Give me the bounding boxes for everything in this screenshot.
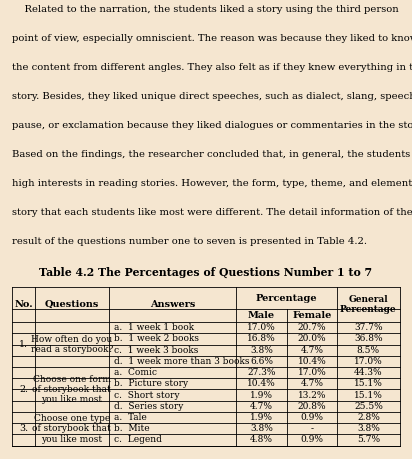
Text: 13.2%: 13.2% [297,391,326,399]
Text: 1.: 1. [19,340,28,349]
Text: 4.8%: 4.8% [250,436,273,444]
Text: 0.9%: 0.9% [300,413,323,422]
Text: 17.0%: 17.0% [297,368,326,377]
Text: 0.9%: 0.9% [300,436,323,444]
Text: 27.3%: 27.3% [247,368,276,377]
Text: 20.7%: 20.7% [297,323,326,332]
Text: 3.: 3. [19,424,28,433]
Text: 20.0%: 20.0% [297,335,326,343]
Text: Related to the narration, the students liked a story using the third person: Related to the narration, the students l… [12,5,399,14]
Text: d.  1 week more than 3 books: d. 1 week more than 3 books [114,357,249,366]
Text: Percentage: Percentage [256,294,318,302]
Text: Table 4.2 The Percentages of Questions Number 1 to 7: Table 4.2 The Percentages of Questions N… [40,266,372,278]
Text: c.  Legend: c. Legend [114,436,162,444]
Text: 4.7%: 4.7% [300,379,323,388]
Text: 1.9%: 1.9% [250,391,273,399]
Text: c.  1 week 3 books: c. 1 week 3 books [114,346,198,355]
Text: 17.0%: 17.0% [354,357,383,366]
Text: 4.7%: 4.7% [250,402,273,411]
Text: 5.7%: 5.7% [357,436,380,444]
Text: pause, or exclamation because they liked dialogues or commentaries in the story.: pause, or exclamation because they liked… [12,121,412,129]
Text: 6.6%: 6.6% [250,357,273,366]
Text: b.  Mite: b. Mite [114,424,150,433]
Text: 16.8%: 16.8% [247,335,276,343]
Text: General
Percentage: General Percentage [340,295,397,314]
Text: the content from different angles. They also felt as if they knew everything in : the content from different angles. They … [12,62,412,72]
Text: How often do you
read a storybook?: How often do you read a storybook? [31,335,113,354]
Text: a.  Tale: a. Tale [114,413,147,422]
Text: d.  Series story: d. Series story [114,402,183,411]
Text: result of the questions number one to seven is presented in Table 4.2.: result of the questions number one to se… [12,237,368,246]
Text: c.  Short story: c. Short story [114,391,180,399]
Text: 15.1%: 15.1% [354,379,383,388]
Text: 8.5%: 8.5% [357,346,380,355]
Text: 25.5%: 25.5% [354,402,383,411]
Text: 44.3%: 44.3% [354,368,383,377]
Text: Choose one form
of storybook that
you like most: Choose one form of storybook that you li… [33,375,111,404]
Text: No.: No. [14,300,33,309]
Text: 36.8%: 36.8% [354,335,383,343]
Text: 2.: 2. [19,385,28,394]
Text: point of view, especially omniscient. The reason was because they liked to know: point of view, especially omniscient. Th… [12,34,412,43]
Text: high interests in reading stories. However, the form, type, theme, and elements : high interests in reading stories. Howev… [12,179,412,188]
Text: Answers: Answers [150,300,195,309]
Text: 15.1%: 15.1% [354,391,383,399]
Text: Choose one type
of storybook that
you like most: Choose one type of storybook that you li… [33,414,111,443]
Text: Based on the findings, the researcher concluded that, in general, the students h: Based on the findings, the researcher co… [12,150,412,159]
Text: b.  Picture story: b. Picture story [114,379,188,388]
Text: a.  1 week 1 book: a. 1 week 1 book [114,323,194,332]
Text: 10.4%: 10.4% [297,357,326,366]
Text: story. Besides, they liked unique direct speeches, such as dialect, slang, speec: story. Besides, they liked unique direct… [12,92,412,101]
Text: 3.8%: 3.8% [250,346,273,355]
Text: 2.8%: 2.8% [357,413,380,422]
Text: 1.9%: 1.9% [250,413,273,422]
Text: 3.8%: 3.8% [357,424,380,433]
Text: 4.7%: 4.7% [300,346,323,355]
Text: 37.7%: 37.7% [354,323,383,332]
Text: 20.8%: 20.8% [297,402,326,411]
Text: 10.4%: 10.4% [247,379,276,388]
Text: 17.0%: 17.0% [247,323,276,332]
Text: story that each students like most were different. The detail information of the: story that each students like most were … [12,208,412,217]
Text: b.  1 week 2 books: b. 1 week 2 books [114,335,199,343]
Text: a.  Comic: a. Comic [114,368,157,377]
Text: -: - [310,424,314,433]
Text: Male: Male [248,311,275,320]
Text: 3.8%: 3.8% [250,424,273,433]
Text: Questions: Questions [44,300,99,309]
Text: Female: Female [292,311,332,320]
